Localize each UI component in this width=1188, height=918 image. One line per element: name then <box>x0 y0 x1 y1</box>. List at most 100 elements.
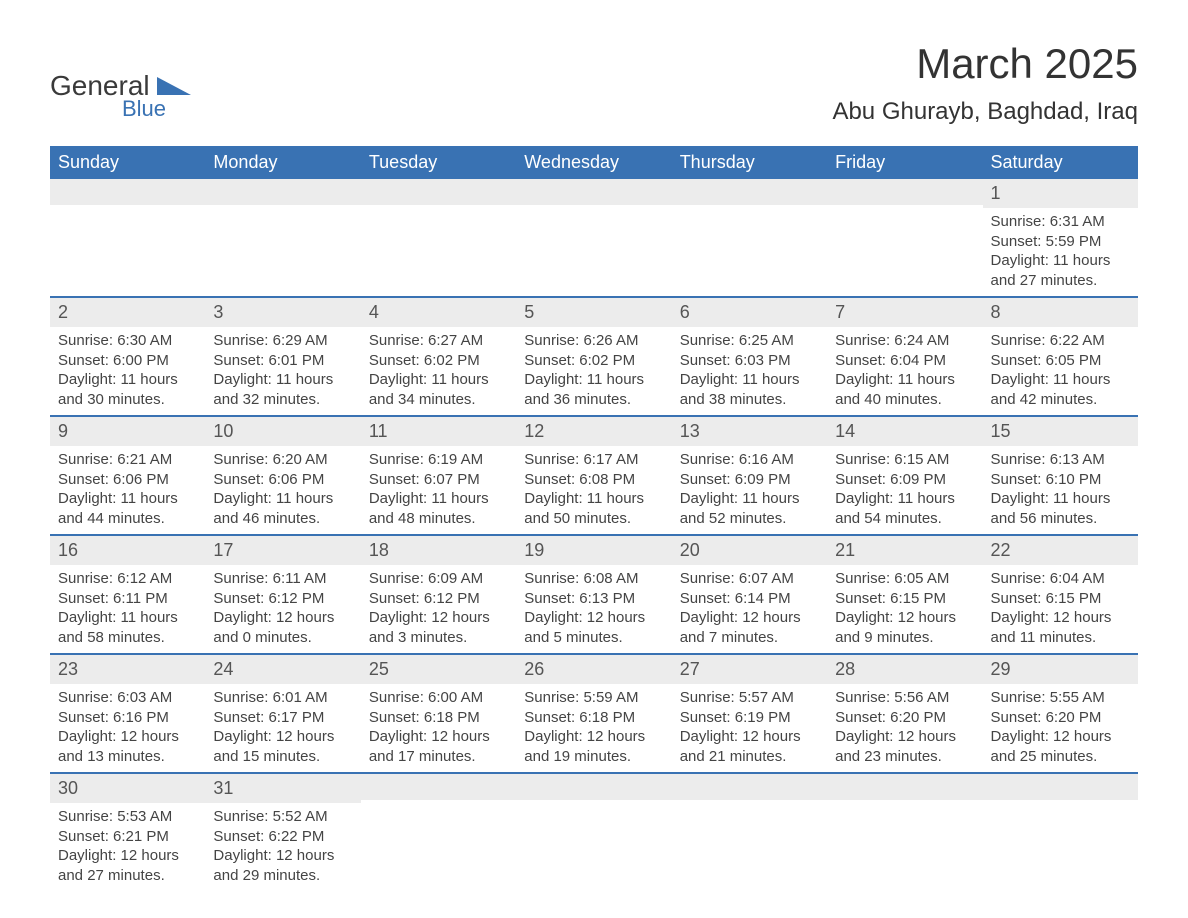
logo: General Blue <box>50 70 191 122</box>
daylight2-text: and 13 minutes. <box>58 747 197 767</box>
daylight1-text: Daylight: 12 hours <box>680 608 819 628</box>
day-details: Sunrise: 6:13 AMSunset: 6:10 PMDaylight:… <box>983 446 1138 534</box>
day-number: 15 <box>983 417 1138 446</box>
daylight1-text: Daylight: 11 hours <box>369 370 508 390</box>
day-details: Sunrise: 6:22 AMSunset: 6:05 PMDaylight:… <box>983 327 1138 415</box>
sunrise-text: Sunrise: 6:25 AM <box>680 331 819 351</box>
daylight2-text: and 27 minutes. <box>991 271 1130 291</box>
calendar-day-cell: 6Sunrise: 6:25 AMSunset: 6:03 PMDaylight… <box>672 297 827 416</box>
daylight1-text: Daylight: 12 hours <box>835 608 974 628</box>
daylight1-text: Daylight: 11 hours <box>58 489 197 509</box>
calendar-day-cell: 15Sunrise: 6:13 AMSunset: 6:10 PMDayligh… <box>983 416 1138 535</box>
day-number: 31 <box>205 774 360 803</box>
sunset-text: Sunset: 6:17 PM <box>213 708 352 728</box>
daylight1-text: Daylight: 12 hours <box>213 846 352 866</box>
sunset-text: Sunset: 6:00 PM <box>58 351 197 371</box>
sunset-text: Sunset: 6:18 PM <box>369 708 508 728</box>
weekday-header: Thursday <box>672 146 827 179</box>
daylight1-text: Daylight: 12 hours <box>58 727 197 747</box>
day-number: 13 <box>672 417 827 446</box>
day-number <box>672 774 827 800</box>
daylight1-text: Daylight: 12 hours <box>680 727 819 747</box>
calendar-day-cell: 2Sunrise: 6:30 AMSunset: 6:00 PMDaylight… <box>50 297 205 416</box>
daylight1-text: Daylight: 11 hours <box>991 251 1130 271</box>
daylight1-text: Daylight: 11 hours <box>213 370 352 390</box>
sunrise-text: Sunrise: 6:29 AM <box>213 331 352 351</box>
calendar-day-cell: 3Sunrise: 6:29 AMSunset: 6:01 PMDaylight… <box>205 297 360 416</box>
day-number: 3 <box>205 298 360 327</box>
day-number: 21 <box>827 536 982 565</box>
sunrise-text: Sunrise: 6:30 AM <box>58 331 197 351</box>
calendar-day-cell: 23Sunrise: 6:03 AMSunset: 6:16 PMDayligh… <box>50 654 205 773</box>
day-details: Sunrise: 6:17 AMSunset: 6:08 PMDaylight:… <box>516 446 671 534</box>
sunset-text: Sunset: 6:04 PM <box>835 351 974 371</box>
day-number <box>672 179 827 205</box>
calendar-day-cell <box>205 179 360 297</box>
calendar-week-row: 23Sunrise: 6:03 AMSunset: 6:16 PMDayligh… <box>50 654 1138 773</box>
day-details: Sunrise: 6:27 AMSunset: 6:02 PMDaylight:… <box>361 327 516 415</box>
day-number: 12 <box>516 417 671 446</box>
daylight1-text: Daylight: 12 hours <box>835 727 974 747</box>
day-details: Sunrise: 6:21 AMSunset: 6:06 PMDaylight:… <box>50 446 205 534</box>
day-details: Sunrise: 6:29 AMSunset: 6:01 PMDaylight:… <box>205 327 360 415</box>
day-number: 20 <box>672 536 827 565</box>
day-number: 25 <box>361 655 516 684</box>
calendar-day-cell: 14Sunrise: 6:15 AMSunset: 6:09 PMDayligh… <box>827 416 982 535</box>
sunrise-text: Sunrise: 6:27 AM <box>369 331 508 351</box>
sunset-text: Sunset: 6:05 PM <box>991 351 1130 371</box>
daylight2-text: and 29 minutes. <box>213 866 352 886</box>
sunrise-text: Sunrise: 6:11 AM <box>213 569 352 589</box>
daylight1-text: Daylight: 11 hours <box>991 370 1130 390</box>
calendar-day-cell: 31Sunrise: 5:52 AMSunset: 6:22 PMDayligh… <box>205 773 360 891</box>
sunset-text: Sunset: 6:19 PM <box>680 708 819 728</box>
daylight2-text: and 3 minutes. <box>369 628 508 648</box>
daylight2-text: and 48 minutes. <box>369 509 508 529</box>
daylight2-text: and 11 minutes. <box>991 628 1130 648</box>
daylight1-text: Daylight: 11 hours <box>524 370 663 390</box>
sunrise-text: Sunrise: 5:59 AM <box>524 688 663 708</box>
sunset-text: Sunset: 6:10 PM <box>991 470 1130 490</box>
calendar-day-cell <box>827 179 982 297</box>
title-block: March 2025 Abu Ghurayb, Baghdad, Iraq <box>832 40 1138 126</box>
daylight1-text: Daylight: 12 hours <box>369 608 508 628</box>
sunset-text: Sunset: 6:12 PM <box>213 589 352 609</box>
day-details: Sunrise: 6:07 AMSunset: 6:14 PMDaylight:… <box>672 565 827 653</box>
daylight2-text: and 15 minutes. <box>213 747 352 767</box>
day-number <box>361 179 516 205</box>
calendar-week-row: 16Sunrise: 6:12 AMSunset: 6:11 PMDayligh… <box>50 535 1138 654</box>
day-details: Sunrise: 6:16 AMSunset: 6:09 PMDaylight:… <box>672 446 827 534</box>
sunset-text: Sunset: 6:09 PM <box>835 470 974 490</box>
sunset-text: Sunset: 6:11 PM <box>58 589 197 609</box>
day-details: Sunrise: 6:01 AMSunset: 6:17 PMDaylight:… <box>205 684 360 772</box>
day-details: Sunrise: 6:15 AMSunset: 6:09 PMDaylight:… <box>827 446 982 534</box>
sunset-text: Sunset: 6:12 PM <box>369 589 508 609</box>
daylight2-text: and 19 minutes. <box>524 747 663 767</box>
calendar-day-cell: 24Sunrise: 6:01 AMSunset: 6:17 PMDayligh… <box>205 654 360 773</box>
sunrise-text: Sunrise: 6:16 AM <box>680 450 819 470</box>
sunset-text: Sunset: 6:06 PM <box>213 470 352 490</box>
sunrise-text: Sunrise: 6:15 AM <box>835 450 974 470</box>
day-number: 18 <box>361 536 516 565</box>
day-number: 7 <box>827 298 982 327</box>
weekday-header: Monday <box>205 146 360 179</box>
day-number: 9 <box>50 417 205 446</box>
day-details: Sunrise: 6:09 AMSunset: 6:12 PMDaylight:… <box>361 565 516 653</box>
day-number: 29 <box>983 655 1138 684</box>
calendar-day-cell: 5Sunrise: 6:26 AMSunset: 6:02 PMDaylight… <box>516 297 671 416</box>
calendar-day-cell: 30Sunrise: 5:53 AMSunset: 6:21 PMDayligh… <box>50 773 205 891</box>
daylight1-text: Daylight: 12 hours <box>369 727 508 747</box>
day-number: 22 <box>983 536 1138 565</box>
sunrise-text: Sunrise: 6:05 AM <box>835 569 974 589</box>
sunrise-text: Sunrise: 6:04 AM <box>991 569 1130 589</box>
daylight2-text: and 7 minutes. <box>680 628 819 648</box>
daylight2-text: and 0 minutes. <box>213 628 352 648</box>
daylight1-text: Daylight: 11 hours <box>58 370 197 390</box>
daylight1-text: Daylight: 11 hours <box>680 489 819 509</box>
calendar-day-cell: 8Sunrise: 6:22 AMSunset: 6:05 PMDaylight… <box>983 297 1138 416</box>
sunrise-text: Sunrise: 6:21 AM <box>58 450 197 470</box>
sunrise-text: Sunrise: 5:56 AM <box>835 688 974 708</box>
day-number: 30 <box>50 774 205 803</box>
day-details: Sunrise: 6:25 AMSunset: 6:03 PMDaylight:… <box>672 327 827 415</box>
day-details <box>205 205 360 285</box>
daylight2-text: and 50 minutes. <box>524 509 663 529</box>
